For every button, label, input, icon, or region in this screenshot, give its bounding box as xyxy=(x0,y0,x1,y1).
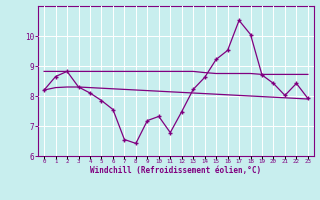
X-axis label: Windchill (Refroidissement éolien,°C): Windchill (Refroidissement éolien,°C) xyxy=(91,166,261,175)
